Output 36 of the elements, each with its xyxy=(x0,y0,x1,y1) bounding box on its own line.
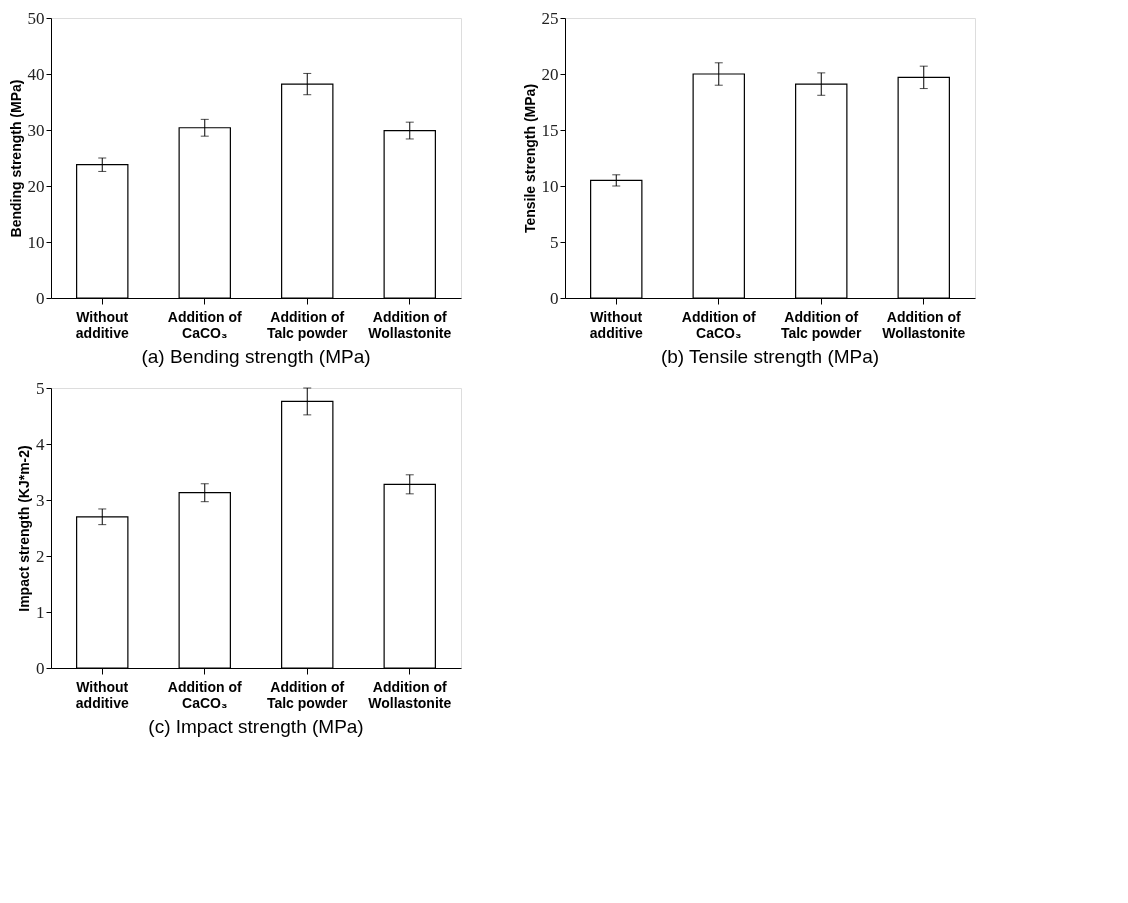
x-tick-label: Without additive xyxy=(75,678,129,711)
y-tick-label: 10 xyxy=(27,232,45,252)
x-tick-label: Addition of CaCO₃ xyxy=(681,308,757,341)
text: (b) Tensile strength (MPa) xyxy=(660,346,880,367)
x-tick-label: Addition of CaCO₃ xyxy=(167,678,243,711)
y-tick-label: 15 xyxy=(541,120,559,140)
x-tick-label: Without additive xyxy=(75,308,129,341)
x-tick-label: Addition of CaCO₃ xyxy=(167,308,243,341)
y-axis-title: Tensile strength (MPa) xyxy=(521,83,538,234)
y-tick-label: 0 xyxy=(36,288,45,308)
x-tick-label: Addition of Talc powder xyxy=(780,308,863,341)
y-tick-label: 30 xyxy=(27,120,45,140)
y-tick-label: 20 xyxy=(541,64,559,84)
y-tick-label: 2 xyxy=(36,546,45,566)
y-tick-label: 0 xyxy=(550,288,559,308)
x-tick-label: Without additive xyxy=(589,308,643,341)
y-axis-title: Impact strength (KJ*m-2) xyxy=(16,445,32,612)
y-tick-label: 40 xyxy=(27,64,45,84)
y-tick-label: 50 xyxy=(27,8,45,28)
y-tick-label: 4 xyxy=(36,434,45,454)
y-tick-label: 1 xyxy=(36,602,45,622)
y-tick-label: 0 xyxy=(36,658,45,678)
x-tick-label: Addition of Talc powder xyxy=(266,308,349,341)
x-tick-label: Addition of Wollastonite xyxy=(882,308,966,341)
y-tick-label: 20 xyxy=(27,176,45,196)
y-tick-label: 5 xyxy=(36,378,45,398)
text: (a) Bending strength (MPa) xyxy=(141,346,371,367)
x-tick-label: Addition of Wollastonite xyxy=(368,308,452,341)
y-axis-title: Bending strength (MPa) xyxy=(7,79,24,238)
x-tick-label: Addition of Talc powder xyxy=(266,678,349,711)
y-tick-label: 5 xyxy=(550,232,559,252)
y-tick-label: 10 xyxy=(541,176,559,196)
y-tick-label: 3 xyxy=(36,490,45,510)
text: (c) Impact strength (MPa) xyxy=(148,716,364,737)
x-tick-label: Addition of Wollastonite xyxy=(368,678,452,711)
y-tick-label: 25 xyxy=(541,8,559,28)
